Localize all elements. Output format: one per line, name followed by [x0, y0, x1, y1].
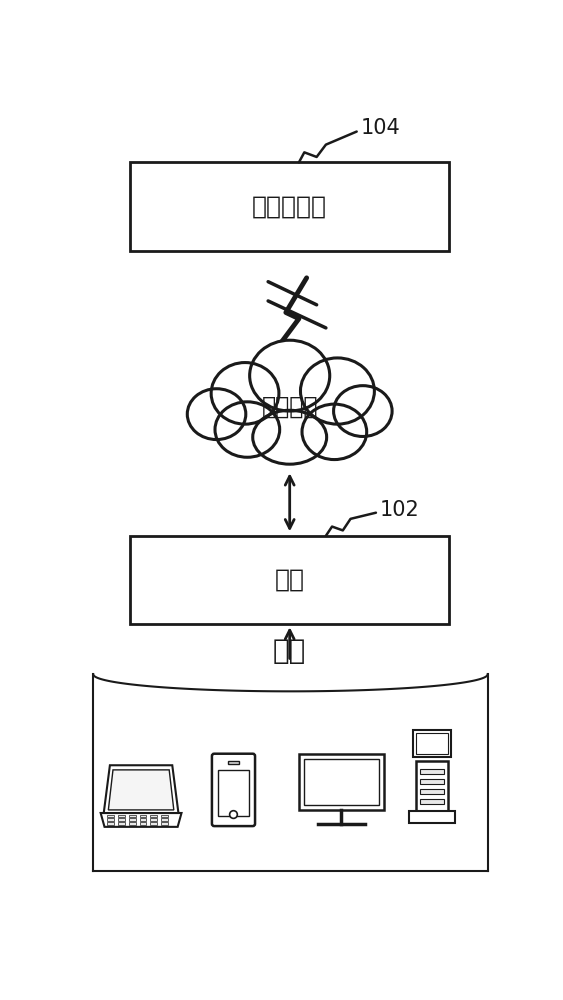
- Bar: [118, 822, 125, 825]
- Bar: [161, 815, 168, 817]
- Text: 终端: 终端: [274, 568, 305, 592]
- Ellipse shape: [211, 363, 279, 424]
- Bar: [228, 761, 239, 764]
- Bar: [416, 733, 448, 754]
- Text: 电化学仪器: 电化学仪器: [252, 195, 327, 219]
- Bar: [420, 779, 444, 784]
- Ellipse shape: [187, 389, 246, 440]
- Text: 通信网络: 通信网络: [261, 394, 318, 418]
- Ellipse shape: [301, 358, 374, 424]
- Bar: [129, 162, 449, 251]
- Bar: [218, 770, 249, 816]
- Bar: [129, 822, 136, 825]
- Ellipse shape: [334, 386, 392, 436]
- Ellipse shape: [253, 410, 327, 464]
- Bar: [129, 818, 136, 821]
- Bar: [304, 759, 378, 805]
- Bar: [118, 818, 125, 821]
- Bar: [420, 769, 444, 774]
- Bar: [409, 811, 455, 823]
- Bar: [129, 815, 136, 817]
- Polygon shape: [104, 765, 178, 813]
- Bar: [416, 761, 448, 811]
- Bar: [140, 818, 146, 821]
- Polygon shape: [101, 813, 181, 827]
- Bar: [299, 754, 383, 810]
- Circle shape: [230, 811, 238, 818]
- Bar: [150, 818, 157, 821]
- Bar: [413, 730, 452, 757]
- Bar: [161, 822, 168, 825]
- Ellipse shape: [302, 404, 367, 460]
- Text: 例如: 例如: [273, 637, 306, 665]
- Ellipse shape: [215, 402, 280, 457]
- Bar: [420, 789, 444, 794]
- FancyBboxPatch shape: [212, 754, 255, 826]
- Text: 102: 102: [380, 500, 419, 520]
- Polygon shape: [108, 770, 174, 810]
- Bar: [420, 799, 444, 804]
- Bar: [150, 822, 157, 825]
- Text: 104: 104: [360, 118, 400, 138]
- Bar: [107, 818, 114, 821]
- Bar: [140, 822, 146, 825]
- Bar: [161, 818, 168, 821]
- Ellipse shape: [249, 340, 330, 411]
- Bar: [140, 815, 146, 817]
- Bar: [129, 536, 449, 624]
- Bar: [150, 815, 157, 817]
- Bar: [118, 815, 125, 817]
- Bar: [107, 822, 114, 825]
- Bar: [107, 815, 114, 817]
